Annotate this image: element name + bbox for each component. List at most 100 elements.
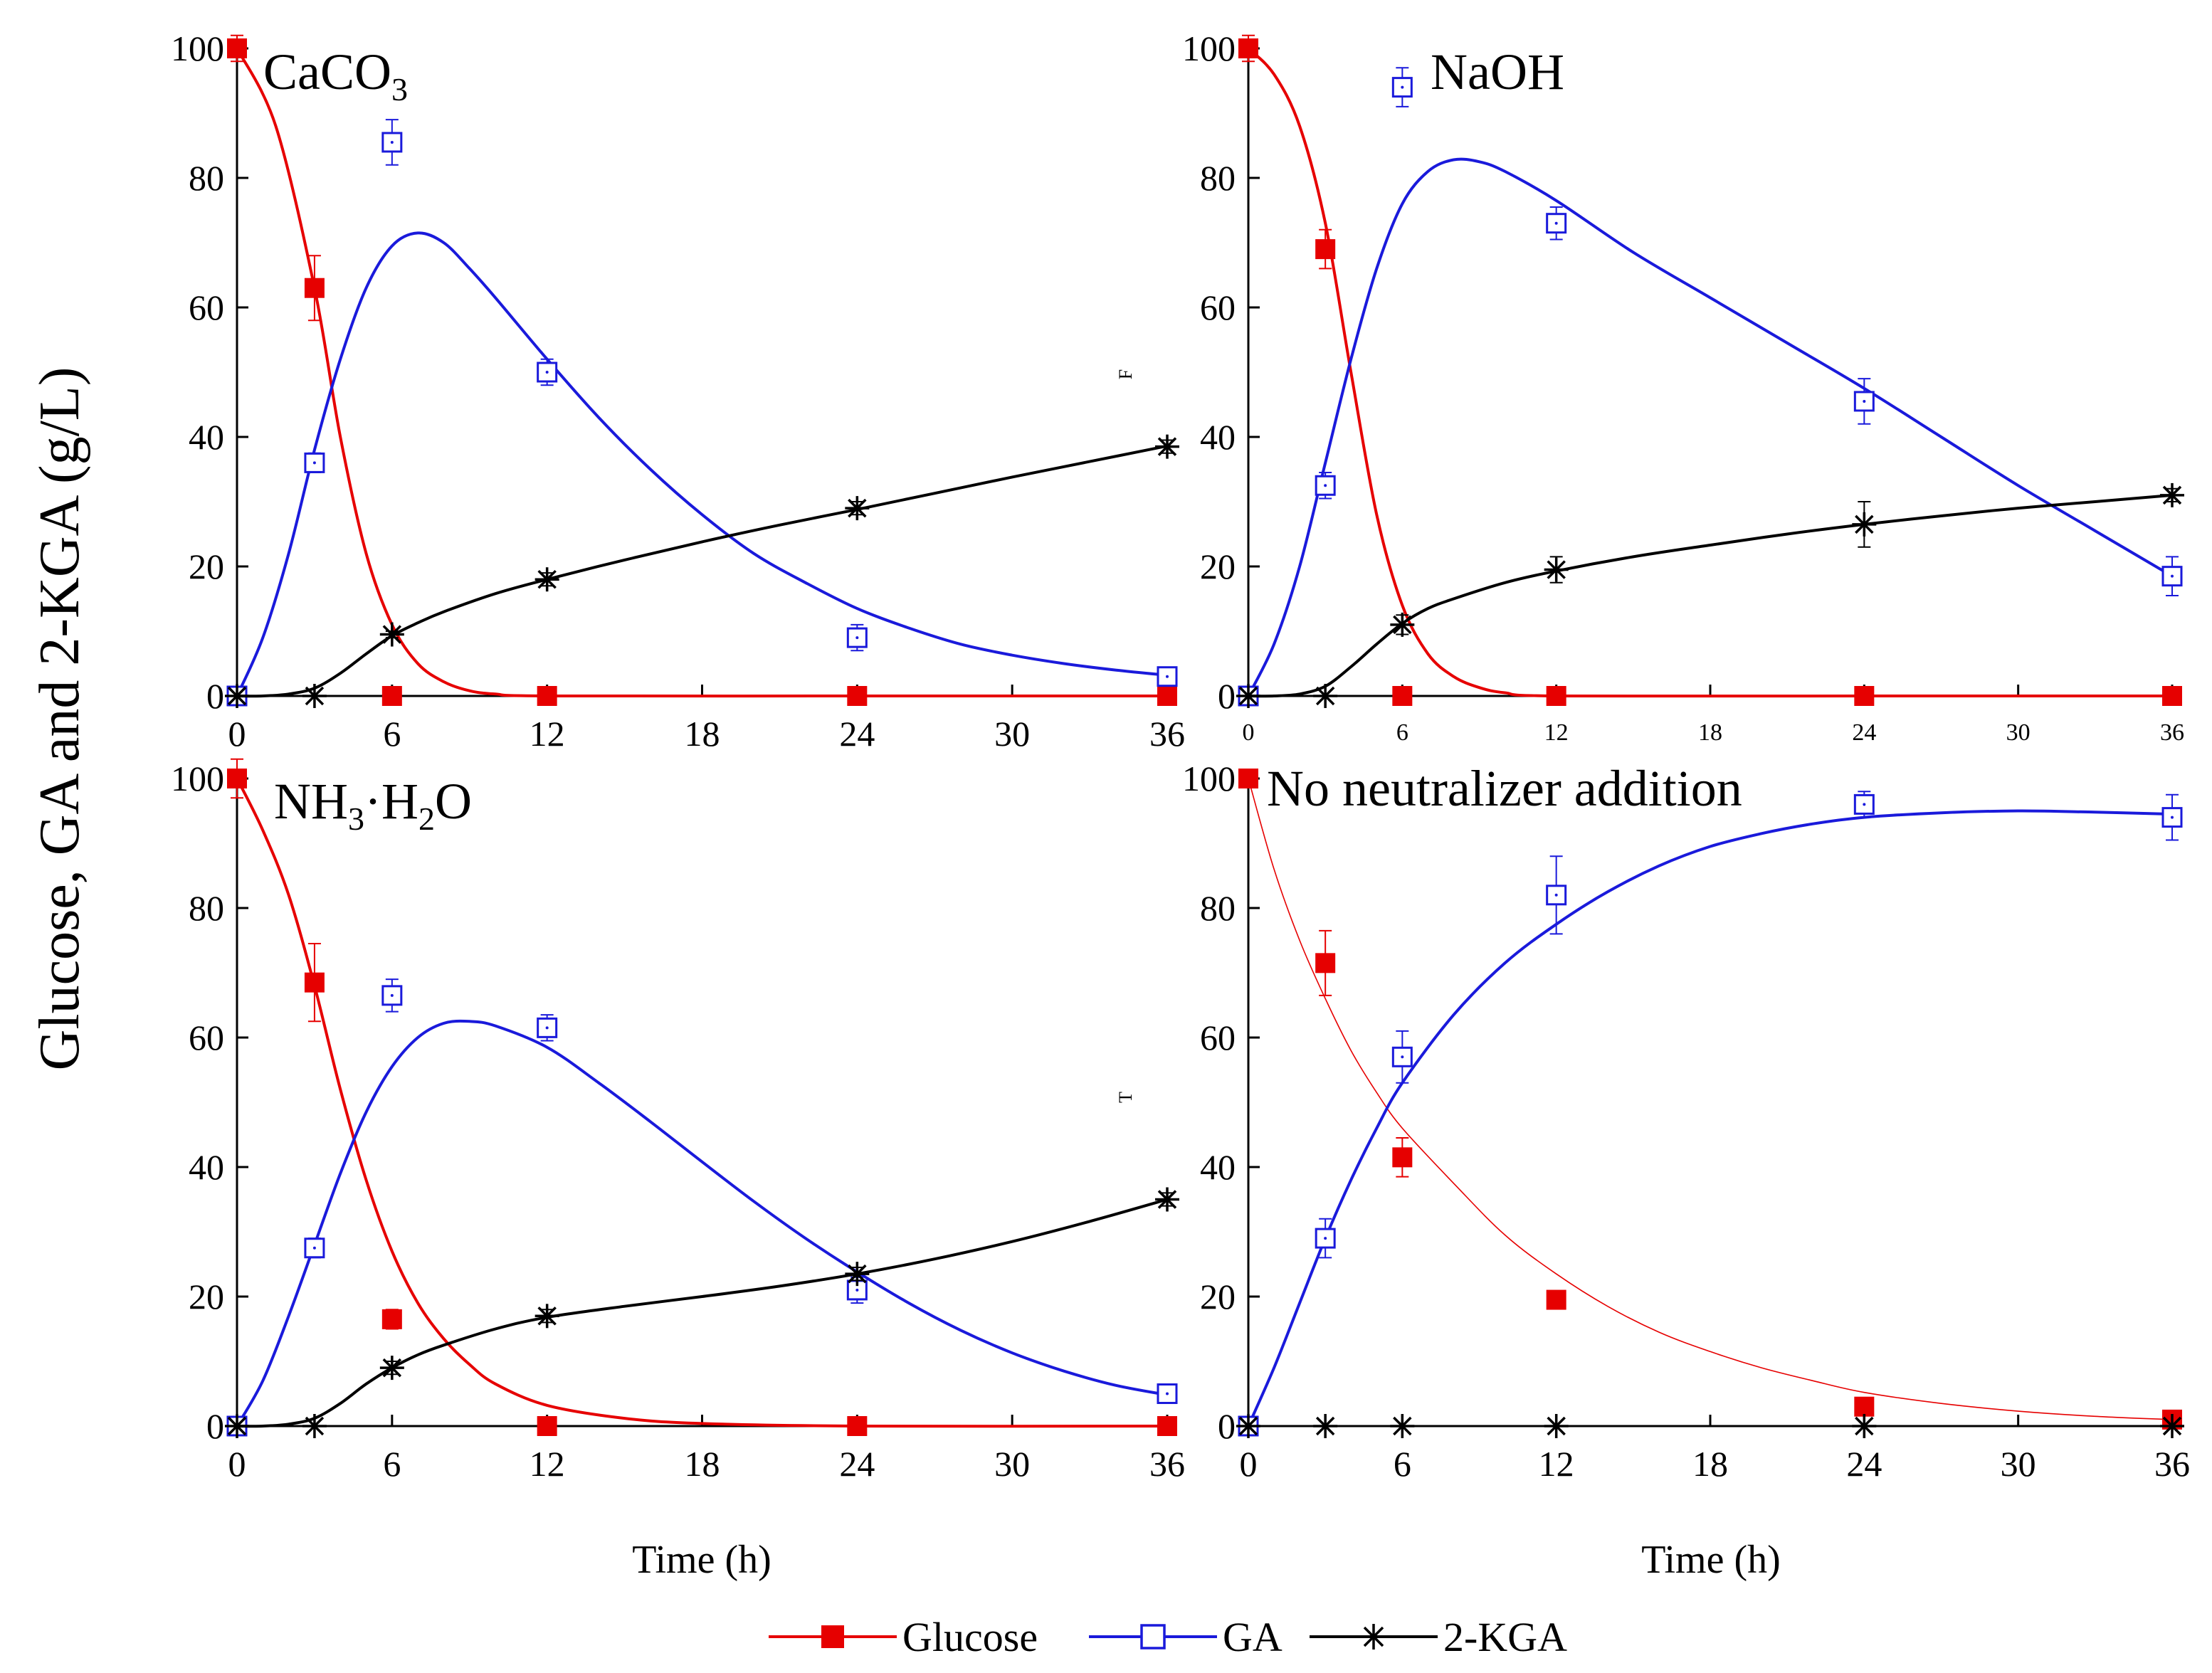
data-point-2kga bbox=[225, 684, 249, 708]
panel-title: NH3·H2O bbox=[274, 773, 472, 837]
data-point-2kga bbox=[302, 1414, 327, 1438]
y-tick-label: 80 bbox=[189, 888, 224, 928]
x-tick-label: 6 bbox=[383, 1444, 401, 1484]
x-tick-label: 18 bbox=[685, 714, 720, 754]
data-point-glucose bbox=[2162, 686, 2182, 706]
data-point-ga bbox=[1853, 793, 1875, 815]
x-tick-label: 6 bbox=[1396, 719, 1408, 746]
data-point-2kga bbox=[534, 1304, 559, 1329]
data-point-2kga bbox=[1313, 1414, 1338, 1438]
data-point-2kga bbox=[1852, 1414, 1877, 1438]
x-tick-label: 36 bbox=[2160, 719, 2184, 746]
data-point-ga bbox=[381, 132, 403, 153]
data-point-ga bbox=[1546, 213, 1567, 234]
data-point-glucose bbox=[1546, 686, 1566, 706]
data-point-2kga bbox=[379, 622, 404, 647]
data-point-2kga bbox=[225, 1414, 249, 1438]
data-point-glucose bbox=[1315, 239, 1336, 260]
series-glucose bbox=[227, 34, 1177, 706]
data-point-glucose bbox=[537, 686, 557, 706]
legend-2kga-label: 2-KGA bbox=[1443, 1614, 1567, 1660]
data-point-ga bbox=[1315, 475, 1336, 496]
legend-2kga-marker bbox=[1361, 1624, 1386, 1650]
series-glucose bbox=[227, 758, 1177, 1436]
x-tick-label: 30 bbox=[2006, 719, 2031, 746]
series-2kga bbox=[1236, 482, 2184, 708]
legend-ga-marker bbox=[1140, 1624, 1166, 1650]
x-tick-label: 24 bbox=[839, 714, 875, 754]
x-tick-label: 12 bbox=[1539, 1444, 1574, 1484]
y-tick-label: 20 bbox=[1200, 547, 1236, 586]
y-tick-label: 80 bbox=[189, 158, 224, 198]
y-tick-label: 60 bbox=[189, 1018, 224, 1057]
x-tick-label: 12 bbox=[530, 1444, 565, 1484]
y-tick-label: 20 bbox=[189, 547, 224, 586]
series-2kga bbox=[1236, 1414, 2184, 1438]
data-point-2kga bbox=[845, 1262, 870, 1287]
y-tick-label: 60 bbox=[189, 287, 224, 327]
data-point-glucose bbox=[1238, 769, 1258, 788]
data-point-glucose bbox=[1157, 686, 1177, 706]
data-point-ga bbox=[1391, 1046, 1413, 1067]
data-point-2kga bbox=[1544, 557, 1569, 582]
data-point-ga bbox=[1315, 1228, 1336, 1249]
x-tick-label: 36 bbox=[1149, 1444, 1185, 1484]
x-tick-label: 0 bbox=[228, 714, 246, 754]
y-tick-label: 80 bbox=[1200, 888, 1236, 928]
stray-mark-t: T bbox=[1115, 1092, 1136, 1103]
data-point-ga bbox=[381, 985, 403, 1006]
y-tick-label: 100 bbox=[171, 28, 224, 68]
y-tick-label: 40 bbox=[189, 417, 224, 457]
data-point-2kga bbox=[1544, 1414, 1569, 1438]
data-point-glucose bbox=[381, 1309, 402, 1329]
panel-title: CaCO3 bbox=[263, 43, 408, 107]
x-tick-label: 36 bbox=[1149, 714, 1185, 754]
data-point-ga bbox=[304, 1237, 325, 1259]
fit-curve-glucose bbox=[236, 48, 1167, 698]
stray-mark-f: F bbox=[1115, 369, 1136, 379]
data-point-2kga bbox=[1390, 612, 1415, 637]
data-point-2kga bbox=[534, 567, 559, 592]
data-point-glucose bbox=[227, 769, 247, 788]
data-point-glucose bbox=[847, 1416, 868, 1436]
data-point-2kga bbox=[379, 1356, 404, 1381]
data-point-glucose bbox=[381, 686, 402, 706]
y-tick-label: 0 bbox=[206, 1406, 224, 1446]
x-tick-label: 0 bbox=[1243, 719, 1255, 746]
panel-nh3-h2o: 0 6 12 18 24 30 36 0 20 40 60 80 100 NH3·H2O Time (h) bbox=[171, 758, 1185, 1582]
x-axis-title: Time (h) bbox=[632, 1538, 771, 1582]
data-point-ga bbox=[1157, 1383, 1178, 1404]
legend-glucose-label: Glucose bbox=[902, 1614, 1038, 1660]
y-tick-label: 40 bbox=[1200, 1147, 1236, 1187]
x-tick-label: 30 bbox=[994, 1444, 1030, 1484]
data-point-ga bbox=[1546, 885, 1567, 906]
x-tick-label: 18 bbox=[1698, 719, 1722, 746]
series-2kga bbox=[225, 1187, 1179, 1438]
data-point-2kga bbox=[2160, 1414, 2184, 1438]
x-tick-label: 24 bbox=[1846, 1444, 1882, 1484]
panel-title: NaOH bbox=[1431, 43, 1564, 100]
x-tick-label: 30 bbox=[994, 714, 1030, 754]
x-tick-label: 24 bbox=[839, 1444, 875, 1484]
series-ga bbox=[226, 978, 1178, 1437]
data-point-ga bbox=[537, 1017, 558, 1038]
data-point-2kga bbox=[302, 684, 327, 708]
y-tick-label: 60 bbox=[1200, 287, 1236, 327]
series-ga bbox=[226, 119, 1178, 707]
y-tick-label: 20 bbox=[189, 1277, 224, 1316]
x-axis-title: Time (h) bbox=[1641, 1538, 1781, 1582]
data-point-ga bbox=[537, 361, 558, 383]
data-point-2kga bbox=[1155, 1187, 1179, 1212]
data-point-glucose bbox=[1157, 1416, 1177, 1436]
y-tick-label: 40 bbox=[1200, 417, 1236, 457]
series-2kga bbox=[225, 434, 1179, 708]
x-tick-label: 0 bbox=[228, 1444, 246, 1484]
legend-ga-label: GA bbox=[1223, 1614, 1283, 1660]
series-glucose bbox=[1238, 769, 2182, 1430]
data-point-glucose bbox=[1546, 1289, 1566, 1310]
fit-curve-2kga bbox=[236, 1198, 1168, 1428]
x-tick-label: 12 bbox=[530, 714, 565, 754]
y-tick-label: 60 bbox=[1200, 1018, 1236, 1057]
y-tick-label: 100 bbox=[1182, 28, 1236, 68]
